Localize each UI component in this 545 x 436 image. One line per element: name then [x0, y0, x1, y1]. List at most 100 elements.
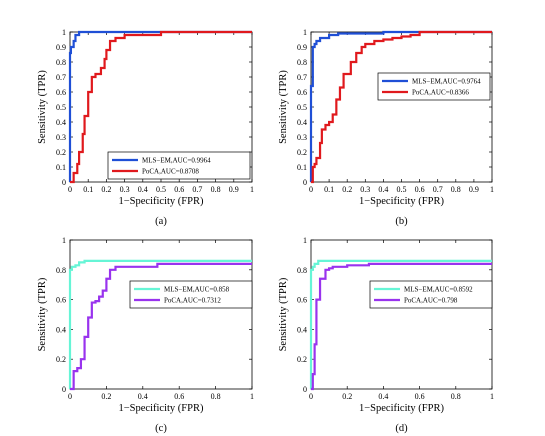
series-line-mls-em [309, 259, 492, 389]
x-tick-label: 0 [68, 392, 72, 401]
x-tick-label: 0.5 [156, 185, 166, 194]
x-tick-label: 0.2 [342, 185, 352, 194]
panel-1: 0 0.1 0.2 0.3 0.4 0.5 0.6 0.7 0.8 0.9 1 0 0.1 0.2 0.3 0… [37, 28, 254, 227]
y-tick-label: 0.2 [297, 355, 307, 364]
y-tick-label: 0.9 [297, 43, 307, 52]
legend-label: MLS−EM,AUC=0.858 [164, 286, 230, 294]
y-tick-label: 0.4 [56, 325, 66, 334]
y-tick-label: 0.4 [297, 325, 307, 334]
legend-label: MLS−EM,AUC=0.9764 [412, 78, 481, 86]
y-tick-label: 1 [303, 28, 307, 37]
legend-box [107, 151, 251, 180]
y-tick-label: 0.5 [297, 103, 307, 112]
x-tick-label: 0.8 [211, 185, 221, 194]
x-tick-label: 0.4 [378, 392, 388, 401]
panel-caption: (a) [155, 216, 167, 227]
y-tick-label: 0.8 [56, 266, 66, 275]
series-line-poca [311, 262, 492, 391]
y-tick-label: 0.3 [297, 133, 307, 142]
panel-caption: (d) [395, 423, 408, 434]
y-tick-label: 0.8 [56, 58, 66, 67]
x-tick-label: 0.9 [469, 185, 479, 194]
y-tick-label: 1 [303, 236, 307, 245]
y-tick-label: 0.8 [297, 58, 307, 67]
legend-box [369, 280, 493, 309]
x-tick-label: 0.4 [378, 185, 388, 194]
y-tick-label: 0 [62, 178, 66, 187]
x-tick-label: 0.9 [229, 185, 239, 194]
panel-2: 0 0.1 0.2 0.3 0.4 0.5 0.6 0.7 0.8 0.9 1 0 0.1 0.2 0.3 0… [278, 28, 494, 227]
y-tick-label: 0.7 [56, 73, 66, 82]
x-tick-label: 0.4 [138, 185, 148, 194]
x-tick-label: 0.8 [451, 392, 461, 401]
y-tick-label: 1 [62, 28, 66, 37]
y-axis-label: Sensitivity (TPR) [278, 70, 289, 144]
x-tick-label: 0.8 [211, 392, 221, 401]
y-tick-label: 0.2 [56, 355, 66, 364]
legend-label: MLS−EM,AUC=0.9964 [142, 157, 211, 165]
x-axis-label: 1−Specificity (FPR) [359, 403, 444, 414]
y-tick-label: 0 [62, 385, 66, 394]
x-tick-label: 0.7 [433, 185, 443, 194]
y-tick-label: 0.4 [297, 118, 307, 127]
legend: MLS−EM,AUC=0.9764 PoCA,AUC=0.8366 [377, 72, 491, 101]
y-tick-label: 0.6 [297, 88, 307, 97]
x-tick-label: 0.5 [397, 185, 407, 194]
x-tick-label: 0.2 [101, 392, 111, 401]
y-tick-label: 0.2 [297, 148, 307, 157]
y-axis-label: Sensitivity (TPR) [278, 277, 289, 351]
x-tick-label: 0 [309, 185, 313, 194]
x-tick-label: 1 [490, 392, 494, 401]
plot-frame [69, 239, 253, 390]
legend: MLS−EM,AUC=0.858 PoCA,AUC=0.7312 [129, 280, 253, 309]
x-axis-label: 1−Specificity (FPR) [119, 403, 204, 414]
y-tick-label: 0.6 [297, 296, 307, 305]
y-tick-label: 0.1 [297, 163, 307, 172]
x-tick-label: 0.1 [83, 185, 93, 194]
y-tick-label: 0 [303, 178, 307, 187]
x-tick-label: 1 [490, 185, 494, 194]
x-tick-label: 0.7 [192, 185, 202, 194]
x-tick-label: 1 [250, 185, 254, 194]
y-tick-label: 0 [303, 385, 307, 394]
y-tick-label: 0.6 [56, 88, 66, 97]
x-tick-label: 0.8 [451, 185, 461, 194]
legend-label: PoCA,AUC=0.798 [404, 297, 458, 305]
legend-box [129, 280, 253, 309]
legend-box [377, 72, 491, 101]
x-axis-label: 1−Specificity (FPR) [119, 196, 204, 207]
x-tick-label: 0.4 [138, 392, 148, 401]
x-tick-label: 1 [250, 392, 254, 401]
panel-caption: (c) [155, 423, 167, 434]
x-tick-label: 0.6 [415, 392, 425, 401]
panel-3: 0 0.2 0.4 0.6 0.8 1 0 0.2 0.4 0.6 0.8 1 1−Specificit… [37, 236, 254, 434]
y-axis-label: Sensitivity (TPR) [37, 70, 48, 144]
y-axis-label: Sensitivity (TPR) [37, 277, 48, 351]
x-tick-label: 0.3 [360, 185, 370, 194]
y-tick-label: 0.5 [56, 103, 66, 112]
x-tick-label: 0 [68, 185, 72, 194]
legend: MLS−EM,AUC=0.8592 PoCA,AUC=0.798 [369, 280, 493, 309]
x-tick-label: 0.6 [415, 185, 425, 194]
panel-caption: (b) [395, 216, 408, 227]
x-tick-label: 0.2 [101, 185, 111, 194]
plot-frame [310, 239, 493, 390]
panel-4: 0 0.2 0.4 0.6 0.8 1 0 0.2 0.4 0.6 0.8 1 1−Specificit… [278, 236, 494, 434]
plot-frame [310, 31, 493, 183]
x-tick-label: 0.2 [342, 392, 352, 401]
x-tick-label: 0 [309, 392, 313, 401]
x-tick-label: 0.3 [120, 185, 130, 194]
y-tick-label: 0.4 [56, 118, 66, 127]
y-tick-label: 0.2 [56, 148, 66, 157]
legend-label: PoCA,AUC=0.8366 [412, 89, 469, 97]
y-tick-label: 0.1 [56, 163, 66, 172]
x-tick-label: 0.6 [174, 392, 184, 401]
series-line-mls-em [68, 30, 252, 182]
series-line-poca [70, 262, 252, 391]
series-line-poca [70, 30, 252, 184]
legend-label: PoCA,AUC=0.8708 [142, 168, 199, 176]
y-tick-label: 1 [62, 236, 66, 245]
series-line-poca [311, 30, 492, 184]
y-tick-label: 0.9 [56, 43, 66, 52]
